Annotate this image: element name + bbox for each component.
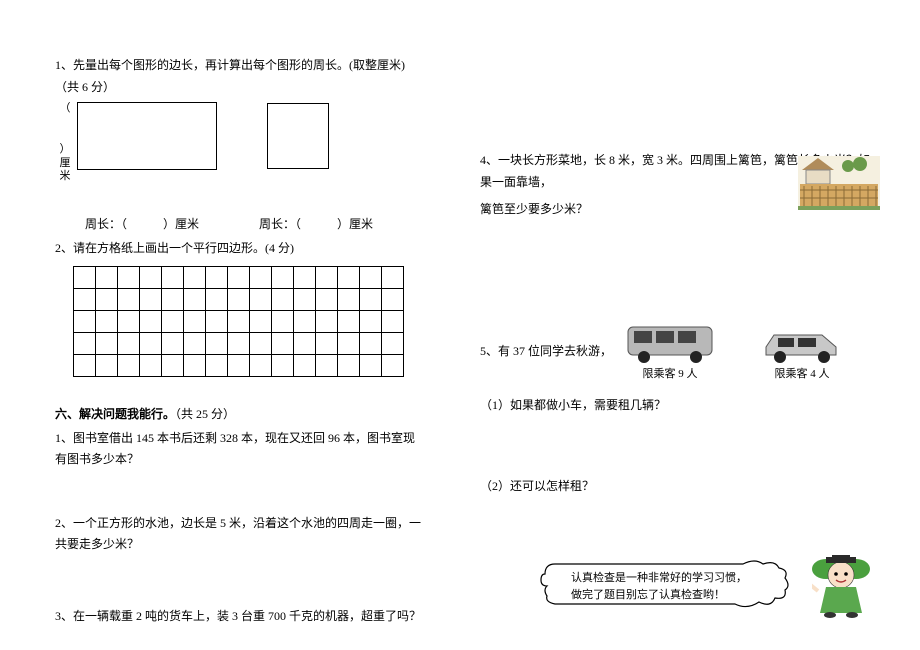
garden-icon xyxy=(798,156,880,210)
q2-title: 2、请在方格纸上画出一个平行四边形。(4 分) xyxy=(55,238,425,260)
van-label: 限乘客 9 人 xyxy=(643,365,698,381)
van-block: 限乘客 9 人 xyxy=(622,317,718,381)
perimeter-2: 周长：（ ）厘米 xyxy=(259,215,373,232)
bracket-close: ） xyxy=(60,143,71,156)
shapes-row: （ ） 厘 米 xyxy=(55,102,425,183)
cm-char1: 厘 xyxy=(60,157,71,170)
rectangle-shape xyxy=(77,102,217,170)
q5-sub2: （2）还可以怎样租？ xyxy=(480,476,880,498)
car-label: 限乘客 4 人 xyxy=(775,365,830,381)
bracket-open: （ xyxy=(60,102,71,115)
left-column: 1、先量出每个图形的边长，再计算出每个图形的周长。(取整厘米)（共 6 分） （… xyxy=(55,55,425,628)
van-icon xyxy=(622,317,718,365)
q6-2: 2、一个正方形的水池，边长是 5 米，沿着这个水池的四周走一圈，一共要走多少米？ xyxy=(55,513,425,556)
perimeter-row: 周长：（ ）厘米 周长：（ ）厘米 xyxy=(55,215,425,232)
section6-label: 六、解决问题我能行。 xyxy=(55,407,175,421)
grid-paper xyxy=(73,266,425,377)
section6-points: （共 25 分） xyxy=(175,407,235,421)
grid-table xyxy=(73,266,404,377)
cm-char2: 米 xyxy=(60,170,71,183)
perimeter-1: 周长：（ ）厘米 xyxy=(85,215,199,232)
bubble-line1: 认真检查是一种非常好的学习习惯， xyxy=(571,570,747,587)
section-6-title: 六、解决问题我能行。（共 25 分） xyxy=(55,405,425,422)
cars-row: 限乘客 9 人 限乘客 4 人 xyxy=(622,317,846,381)
q6-3: 3、在一辆载重 2 吨的货车上，装 3 台重 700 千克的机器，超重了吗？ xyxy=(55,606,425,628)
car-block: 限乘客 4 人 xyxy=(758,321,846,381)
square-shape xyxy=(267,103,329,169)
q5-prefix: 5、有 37 位同学去秋游， xyxy=(480,342,612,359)
bracket-column: （ ） 厘 米 xyxy=(55,102,75,183)
mascot-icon xyxy=(812,555,870,618)
q6-1: 1、图书室借出 145 本书后还剩 328 本，现在又还回 96 本，图书室现有… xyxy=(55,428,425,471)
bubble-line2: 做完了题目别忘了认真检查哟！ xyxy=(571,587,747,604)
speech-bubble: 认真检查是一种非常好的学习习惯， 做完了题目别忘了认真检查哟！ xyxy=(535,556,795,612)
q1-title: 1、先量出每个图形的边长，再计算出每个图形的周长。(取整厘米)（共 6 分） xyxy=(55,55,425,98)
q5-sub1: （1）如果都做小车，需要租几辆？ xyxy=(480,395,880,417)
q5-row: 5、有 37 位同学去秋游， 限乘客 9 人 xyxy=(480,321,880,381)
car-icon xyxy=(758,321,846,365)
